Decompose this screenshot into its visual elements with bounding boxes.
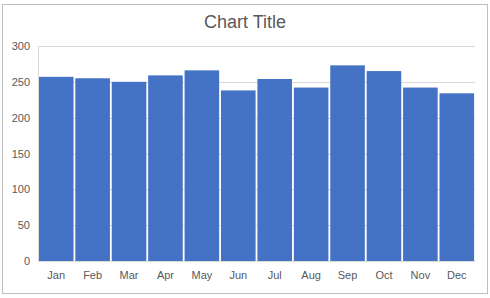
y-tick: 50 (18, 219, 38, 231)
y-tick: 100 (12, 183, 38, 195)
y-tick: 0 (24, 255, 38, 267)
chart: 0 50 100 150 200 250 300 Jan Feb Mar Apr May Jun Jul A… (0, 0, 490, 298)
bar (221, 90, 256, 261)
bar (330, 65, 365, 261)
x-tick: Mar (120, 261, 139, 281)
x-tick: Apr (157, 261, 174, 281)
x-tick-label: May (191, 269, 212, 281)
x-tick: Aug (301, 261, 321, 281)
chart-title: Chart Title (204, 12, 286, 32)
chart-frame (3, 5, 488, 294)
x-tick: Jul (268, 261, 282, 281)
grid-line (38, 46, 475, 47)
x-tick: Nov (411, 261, 431, 281)
bar (403, 88, 438, 261)
x-tick-label: Jan (47, 269, 65, 281)
x-axis-line (39, 261, 476, 262)
x-tick: Jan (47, 261, 65, 281)
bars (39, 65, 474, 261)
x-tick-label: Sep (338, 269, 358, 281)
y-tick: 300 (12, 40, 38, 52)
grid-line (38, 261, 475, 262)
x-tick-label: Jun (229, 269, 247, 281)
bar (148, 75, 183, 261)
y-axis-line (38, 47, 39, 262)
x-tick-label: Aug (301, 269, 321, 281)
y-tick-label: 50 (18, 219, 30, 231)
bar (257, 79, 292, 261)
x-tick: Feb (83, 261, 102, 281)
x-tick-label: Jul (268, 269, 282, 281)
bar (112, 82, 147, 261)
x-tick: Oct (375, 261, 392, 281)
y-tick-label: 100 (12, 183, 30, 195)
bar (75, 78, 110, 261)
x-tick-label: Nov (411, 269, 431, 281)
bar (294, 88, 329, 261)
x-tick: Dec (447, 261, 467, 281)
y-tick: 250 (12, 76, 38, 88)
x-tick: Jun (229, 261, 247, 281)
y-tick-label: 300 (12, 40, 30, 52)
plot: 0 50 100 150 200 250 300 Jan Feb Mar Apr May Jun Jul A… (12, 40, 476, 281)
y-tick-label: 200 (12, 112, 30, 124)
grid (38, 47, 475, 262)
y-axis: 0 50 100 150 200 250 300 (12, 40, 39, 267)
x-tick-label: Feb (83, 269, 102, 281)
y-tick: 150 (12, 148, 38, 160)
x-tick-label: Apr (157, 269, 174, 281)
y-tick-label: 150 (12, 148, 30, 160)
bar (439, 93, 474, 261)
x-tick: Sep (338, 261, 358, 281)
x-tick-label: Mar (120, 269, 139, 281)
x-tick-label: Dec (447, 269, 467, 281)
bar (39, 77, 74, 261)
y-tick-label: 250 (12, 76, 30, 88)
y-tick: 200 (12, 112, 38, 124)
bar (185, 70, 220, 261)
x-tick-label: Oct (375, 269, 392, 281)
bar (367, 71, 402, 261)
y-tick-label: 0 (24, 255, 30, 267)
x-axis: Jan Feb Mar Apr May Jun Jul Aug Sep Oct Nov Dec (39, 261, 476, 281)
x-tick: May (191, 261, 212, 281)
